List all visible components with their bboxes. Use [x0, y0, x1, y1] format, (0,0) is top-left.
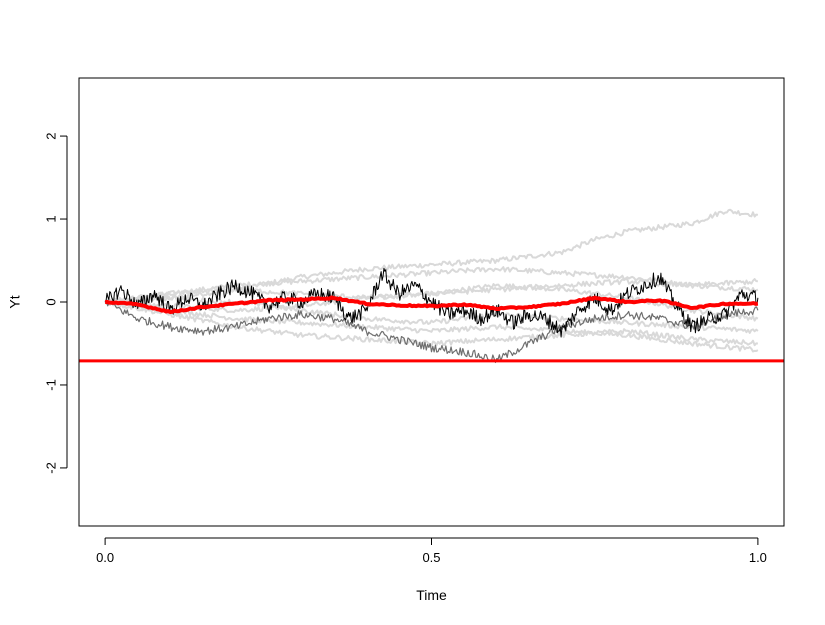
y-tick-label: 0	[43, 298, 58, 305]
x-axis: 0.0 0.5 1.0	[96, 537, 767, 565]
y-axis: -2 -1 0 1 2	[43, 132, 68, 474]
y-tick-label: -2	[43, 462, 58, 474]
series-line-background-2	[104, 283, 759, 322]
x-tick-label: 1.0	[749, 550, 767, 565]
series-line-background-4	[104, 295, 759, 334]
y-tick-label: 2	[43, 132, 58, 139]
plot-frame	[78, 77, 785, 527]
series-line-background-1	[104, 266, 759, 305]
y-tick-label: -1	[43, 379, 58, 391]
x-axis-title: Time	[416, 587, 447, 603]
series-line-background-3	[104, 298, 759, 353]
series-line-dark-8	[104, 267, 759, 338]
series-layer	[104, 208, 759, 364]
series-line-background-5	[104, 301, 758, 347]
y-axis-title: Yt	[7, 295, 23, 308]
series-line-mean-9	[105, 295, 759, 315]
y-tick-label: 1	[43, 215, 58, 222]
x-tick-label: 0.0	[96, 550, 114, 565]
series-line-background-0	[104, 208, 759, 304]
series-line-mid-7	[104, 300, 759, 364]
x-tick-label: 0.5	[422, 550, 440, 565]
